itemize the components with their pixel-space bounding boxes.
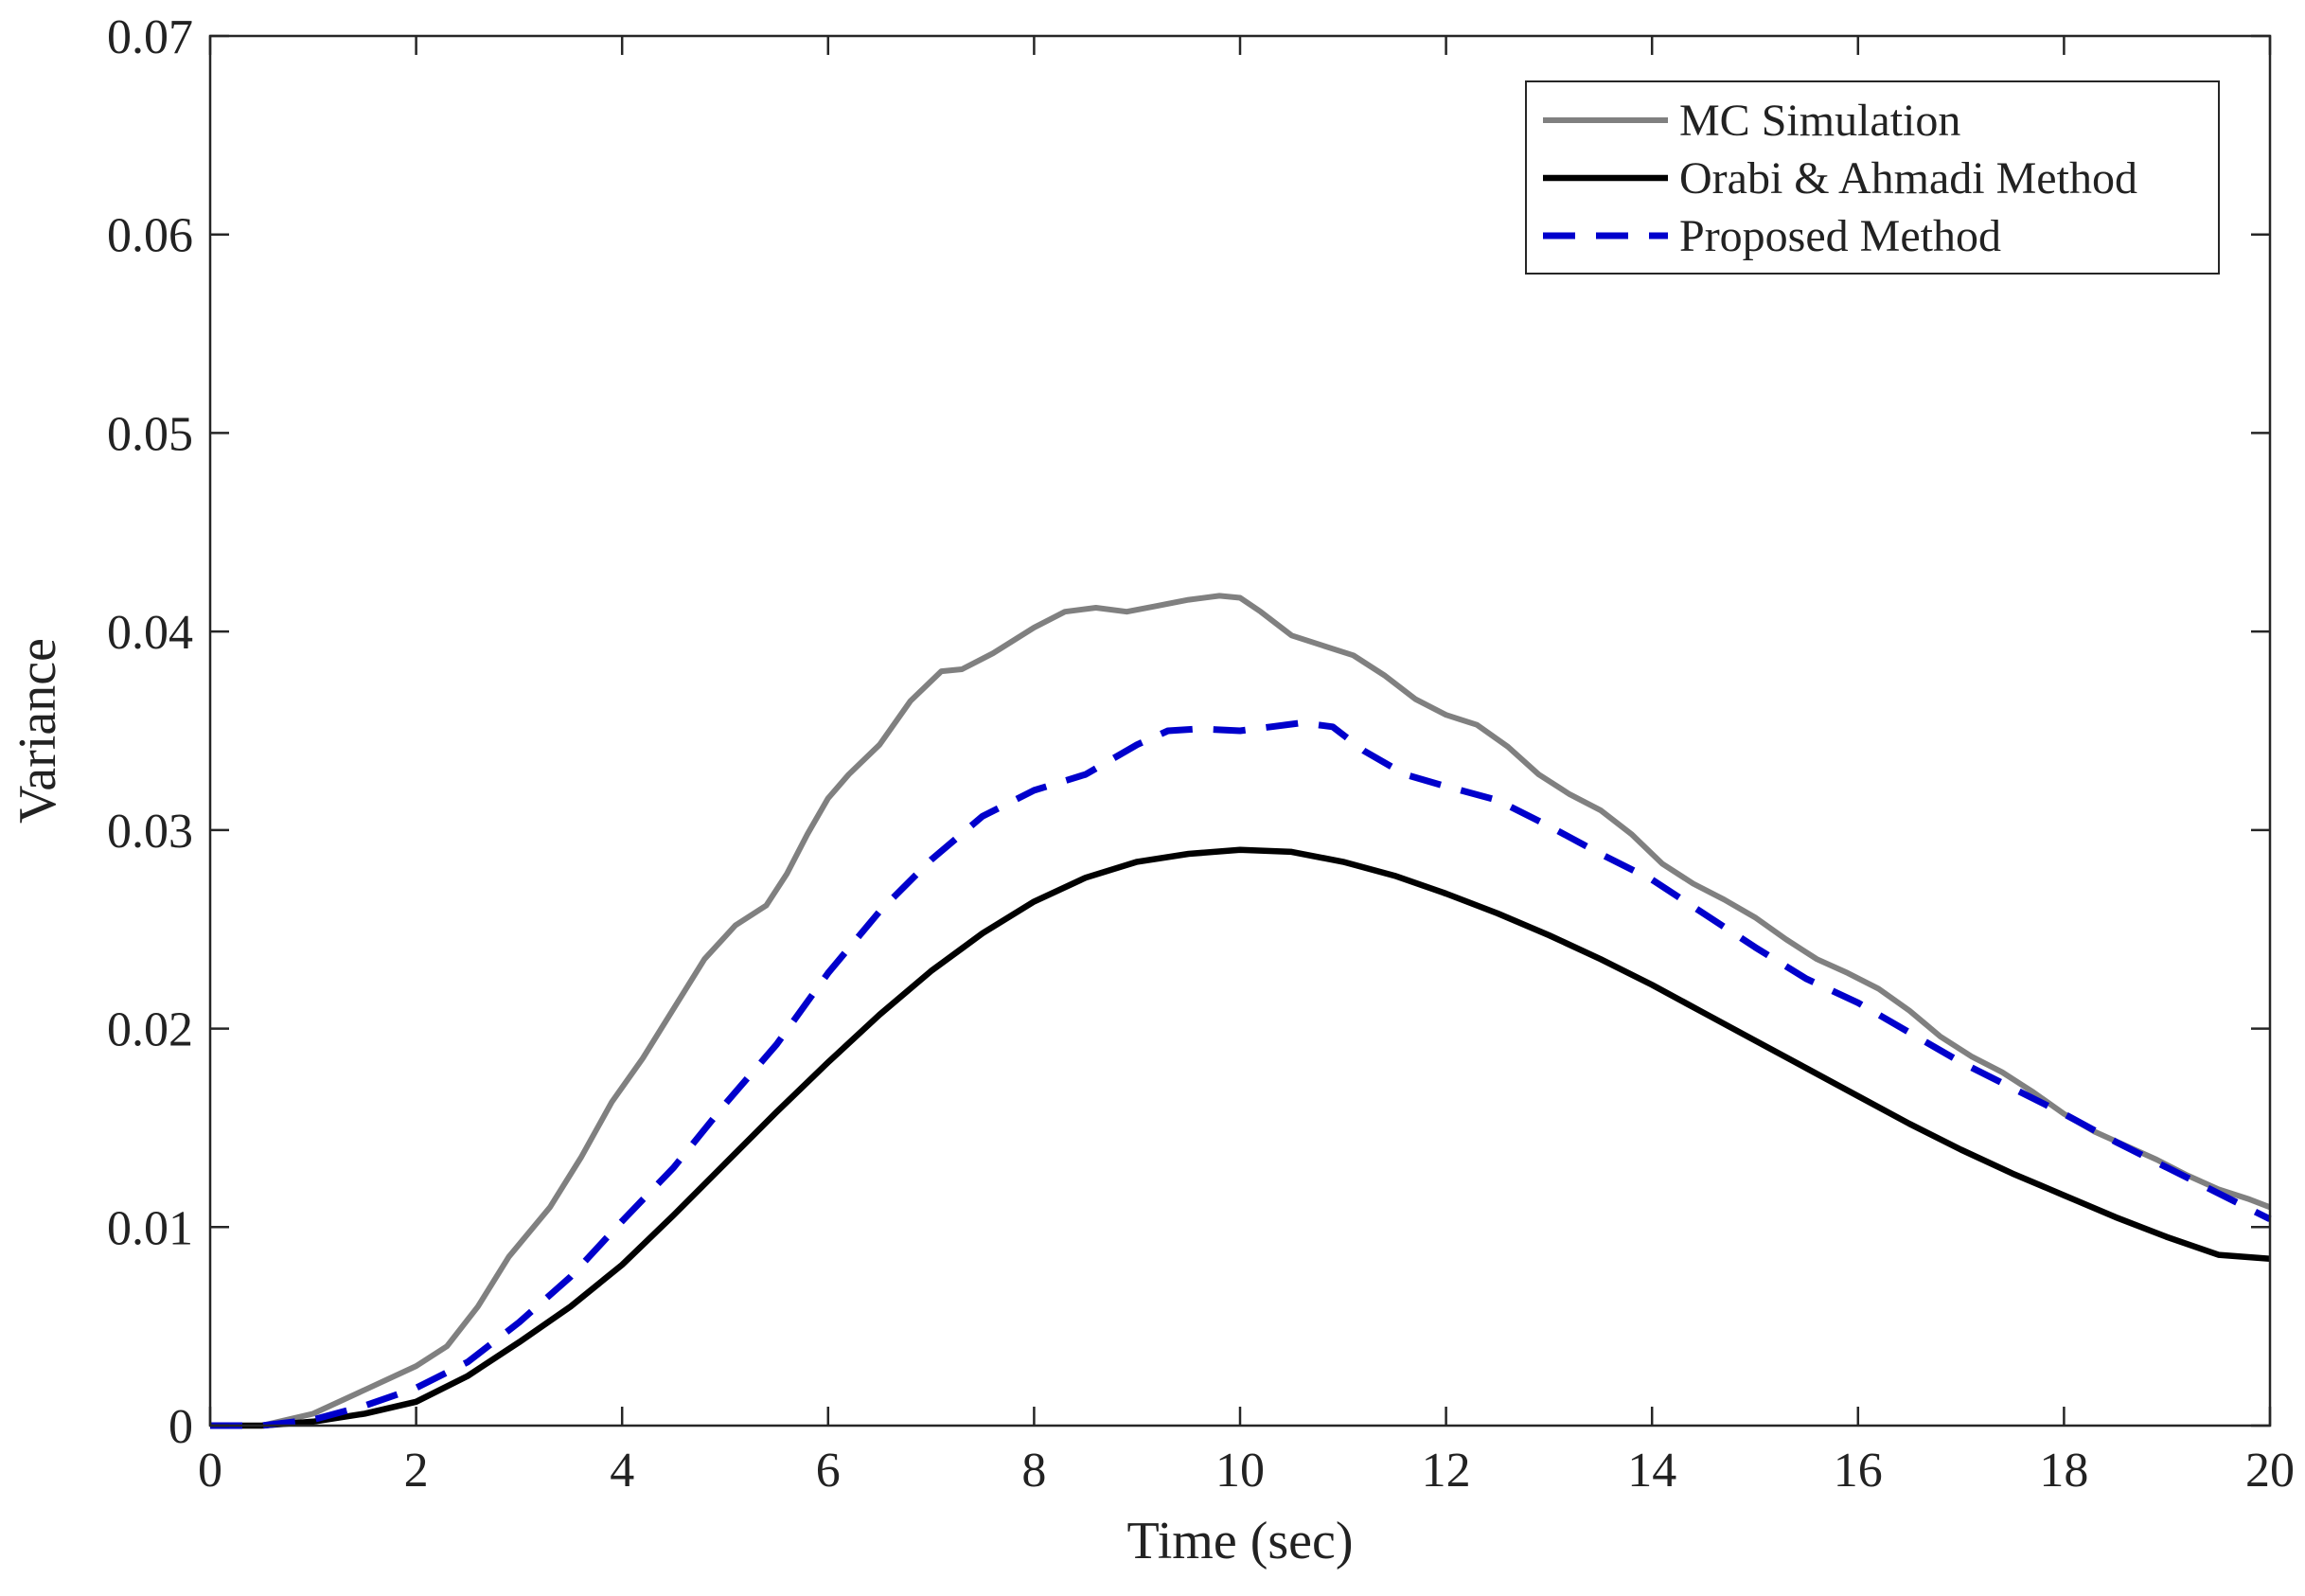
x-tick-label: 2 bbox=[404, 1444, 429, 1498]
x-tick-label: 16 bbox=[1834, 1444, 1883, 1498]
y-tick-label: 0.06 bbox=[107, 209, 193, 263]
y-tick-label: 0.07 bbox=[107, 10, 193, 64]
series-line-3 bbox=[210, 719, 2272, 1429]
y-tick-label: 0.03 bbox=[107, 805, 193, 859]
y-tick-label: 0 bbox=[168, 1400, 193, 1454]
legend-label-2: Orabi & Ahmadi Method bbox=[1679, 153, 2137, 204]
x-tick-label: 10 bbox=[1215, 1444, 1265, 1498]
x-tick-label: 20 bbox=[2245, 1444, 2295, 1498]
x-tick-label: 0 bbox=[198, 1444, 222, 1498]
axis-ticks: 0 2 4 6 8 10 12 14 16 18 20 0 0.01 0.02 0.03 0.04 0.05 0.… bbox=[107, 10, 2295, 1498]
x-tick-label: 6 bbox=[816, 1444, 841, 1498]
x-tick-label: 8 bbox=[1021, 1444, 1046, 1498]
y-tick-label: 0.01 bbox=[107, 1201, 193, 1255]
legend-label-1: MC Simulation bbox=[1679, 96, 1960, 146]
x-tick-label: 4 bbox=[610, 1444, 634, 1498]
series-line-1 bbox=[210, 593, 2272, 1428]
y-tick-label: 0.04 bbox=[107, 606, 193, 660]
series-layer bbox=[210, 593, 2272, 1429]
legend-label-3: Proposed Method bbox=[1679, 211, 2001, 261]
y-tick-label: 0.05 bbox=[107, 407, 193, 461]
x-tick-label: 14 bbox=[1627, 1444, 1676, 1498]
y-tick-label: 0.02 bbox=[107, 1003, 193, 1057]
x-axis-label: Time (sec) bbox=[1126, 1512, 1353, 1570]
y-axis-label: Variance bbox=[9, 638, 67, 824]
x-tick-label: 18 bbox=[2039, 1444, 2088, 1498]
legend: MC Simulation Orabi & Ahmadi Method Propos… bbox=[1525, 80, 2220, 275]
x-tick-label: 12 bbox=[1422, 1444, 1471, 1498]
series-line-2 bbox=[210, 846, 2271, 1429]
